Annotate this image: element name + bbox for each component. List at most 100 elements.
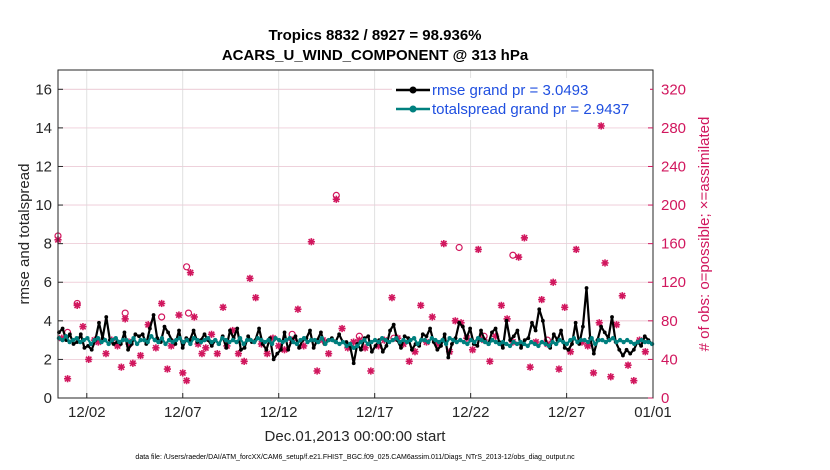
rmse-point	[257, 326, 261, 331]
obs-assimilated-marker	[607, 373, 615, 381]
totalspread-point	[113, 335, 118, 341]
x-tick-label: 12/02	[68, 404, 106, 421]
obs-possible-marker	[73, 299, 81, 308]
rmse-point	[628, 351, 633, 356]
obs-possible-marker	[332, 191, 340, 200]
totalspread-point	[429, 335, 435, 341]
obs-assimilated-marker	[198, 350, 206, 358]
totalspread-point	[443, 341, 449, 347]
rmse-point	[573, 320, 578, 325]
totalspread-point	[252, 339, 257, 345]
obs-assimilated-stroke	[64, 375, 71, 382]
obs-assimilated-stroke	[198, 350, 206, 357]
totalspread-point	[578, 337, 584, 343]
totalspread-point	[223, 337, 229, 343]
rmse-point	[111, 342, 116, 346]
obs-assimilated-marker	[117, 363, 125, 371]
rmse-point	[442, 332, 447, 337]
obs-assimilated-marker	[572, 245, 580, 254]
obs-assimilated-marker	[555, 365, 563, 373]
rmse-point	[238, 347, 243, 352]
totalspread-point	[138, 337, 143, 343]
rmse-point	[602, 330, 607, 335]
totalspread-point	[177, 335, 182, 341]
rmse-point	[297, 345, 302, 350]
totalspread-point	[284, 337, 289, 343]
obs-assimilated-marker	[313, 367, 321, 375]
obs-assimilated-stroke	[144, 321, 152, 328]
totalspread-point	[642, 339, 648, 345]
rmse-point	[89, 347, 94, 352]
obs-assimilated-marker	[597, 122, 605, 130]
rmse-point	[468, 326, 473, 331]
plot-frame	[57, 69, 654, 399]
totalspread-point	[415, 341, 420, 347]
totalspread-point	[482, 339, 488, 345]
totalspread-point	[152, 337, 158, 343]
totalspread-point	[110, 337, 115, 343]
obs-assimilated-stroke	[595, 319, 603, 327]
obs-assimilated-stroke	[175, 311, 183, 319]
obs-assimilated-stroke	[613, 321, 620, 328]
rmse-point	[402, 334, 407, 339]
totalspread-point	[518, 339, 523, 345]
obs-assimilated-marker	[152, 344, 160, 352]
totalspread-point	[546, 343, 552, 349]
obs-assimilated-stroke	[183, 377, 190, 384]
totalspread-point	[411, 335, 417, 341]
obs-assimilated-stroke	[219, 304, 227, 311]
totalspread-point	[475, 335, 481, 341]
totalspread-point	[511, 339, 516, 345]
obs-assimilated-marker	[179, 369, 187, 377]
obs-assimilated-stroke	[597, 122, 605, 130]
totalspread-point	[330, 337, 335, 343]
obs-assimilated-marker	[538, 296, 546, 304]
obs-possible-marker	[121, 309, 129, 317]
rmse-point	[515, 328, 520, 333]
totalspread-point	[298, 337, 303, 343]
totalspread-point	[213, 337, 218, 343]
totalspread-point	[117, 339, 122, 345]
obs-assimilated-marker	[163, 365, 172, 373]
rmse-point	[439, 344, 443, 348]
totalspread-point	[387, 339, 392, 345]
rmse-point	[450, 342, 454, 346]
obs-assimilated-stroke	[294, 305, 302, 313]
totalspread-point	[259, 337, 264, 343]
rmse-point	[82, 345, 87, 350]
obs-assimilated-stroke	[607, 373, 615, 381]
totalspread-point	[92, 337, 97, 343]
rmse-point	[235, 326, 240, 331]
y-tick-label-right: 0	[661, 390, 669, 407]
totalspread-point	[287, 335, 292, 341]
obs-assimilated-marker	[219, 303, 227, 311]
obs-assimilated-marker	[136, 351, 145, 360]
rmse-point	[388, 328, 392, 333]
rmse-point	[311, 345, 316, 350]
obs-assimilated-stroke	[275, 342, 282, 350]
totalspread-point	[340, 339, 346, 345]
rmse-point	[282, 330, 287, 335]
totalspread-point	[291, 339, 296, 345]
totalspread-point	[191, 335, 197, 341]
obs-assimilated-stroke	[235, 350, 242, 357]
totalspread-point	[447, 335, 452, 341]
legend-spread-marker	[409, 105, 417, 113]
obs-assimilated-marker	[325, 350, 333, 358]
obs-assimilated-stroke	[158, 300, 165, 307]
totalspread-point	[436, 339, 442, 345]
rmse-point	[566, 347, 571, 352]
y-tick-label-right: 80	[661, 313, 678, 330]
totalspread-point	[490, 337, 495, 343]
obs-assimilated-marker	[182, 377, 191, 385]
totalspread-point	[379, 335, 385, 341]
obs-assimilated-marker	[213, 350, 221, 358]
obs-assimilated-marker	[618, 292, 626, 300]
rmse-point	[97, 320, 101, 325]
totalspread-point	[216, 341, 221, 347]
totalspread-point	[205, 335, 211, 341]
totalspread-point	[539, 339, 545, 345]
obs-assimilated-stroke	[561, 304, 568, 311]
totalspread-point	[60, 337, 65, 343]
